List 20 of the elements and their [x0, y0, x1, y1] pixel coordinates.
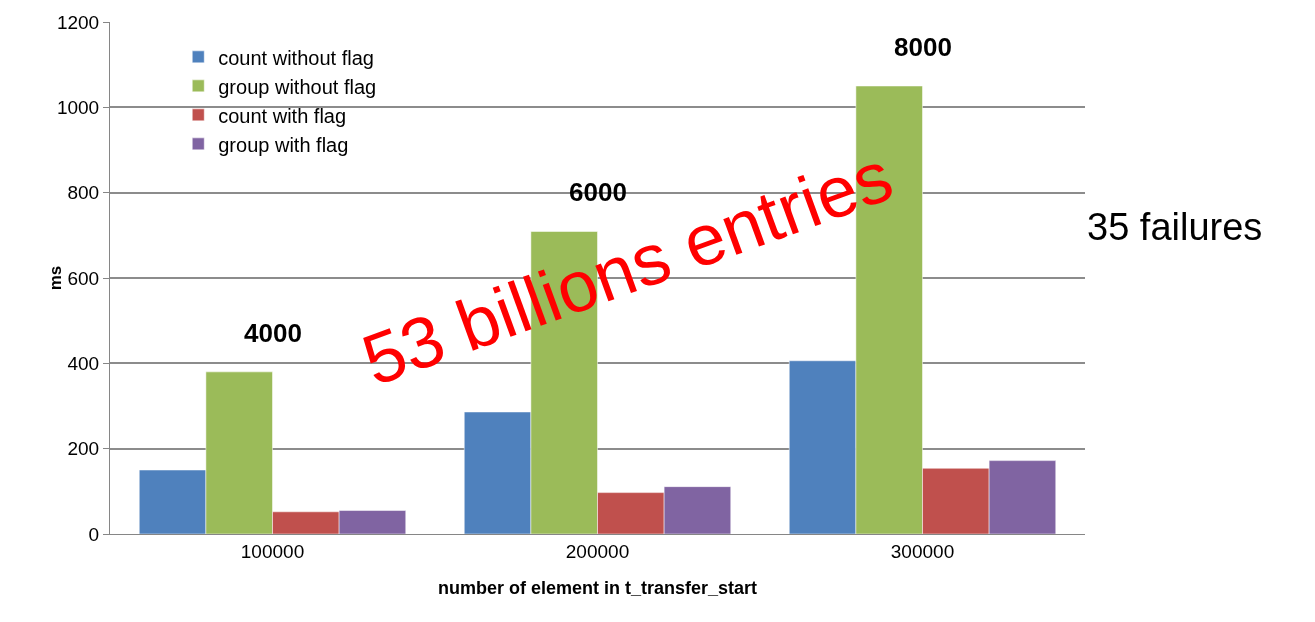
y-axis-title: ms: [46, 265, 66, 291]
annotation: 4000: [244, 318, 302, 348]
legend-label: group without flag: [218, 75, 377, 98]
x-tick-label: 100000: [240, 540, 305, 562]
text: 35 failures: [1087, 206, 1263, 248]
x-tick-label: 300000: [890, 540, 955, 562]
x-tick-label: 200000: [565, 540, 630, 562]
y-tick-label: 0: [88, 523, 100, 545]
y-tick-label: 1200: [56, 11, 100, 33]
annotation: 8000: [894, 32, 952, 62]
y-tick-label: 800: [67, 182, 100, 204]
y-tick-label: 400: [67, 352, 100, 374]
y-tick-label: 1000: [56, 96, 100, 118]
x-axis-title: number of element in t_transfer_start: [437, 577, 758, 598]
y-tick-label: 600: [67, 267, 100, 289]
y-tick-label: 200: [67, 438, 100, 460]
annotation: 6000: [569, 177, 627, 207]
legend-label: group with flag: [218, 133, 349, 156]
legend-label: count without flag: [218, 46, 374, 69]
legend-label: count with flag: [218, 104, 347, 127]
